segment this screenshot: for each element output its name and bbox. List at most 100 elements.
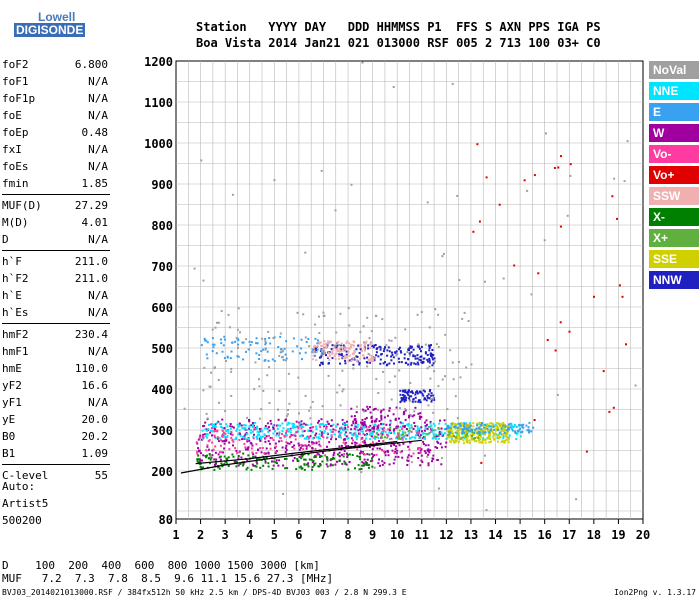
echo-point: [429, 389, 432, 391]
echo-point: [207, 428, 210, 431]
echo-point: [318, 433, 321, 436]
echo-point: [394, 419, 397, 421]
param-row: fxI N/A: [2, 141, 110, 158]
echo-point: [361, 61, 364, 64]
echo-point: [553, 167, 556, 169]
echo-point: [408, 427, 411, 430]
echo-point: [364, 343, 367, 346]
echo-point: [416, 345, 419, 348]
echo-point: [206, 417, 209, 420]
echo-point: [410, 346, 413, 349]
echo-point: [320, 431, 323, 434]
echo-point: [296, 430, 299, 433]
echo-point: [298, 466, 301, 469]
echo-point: [197, 458, 200, 461]
param-value: N/A: [88, 109, 108, 122]
echo-point: [409, 441, 412, 444]
echo-point: [461, 317, 464, 320]
echo-point: [345, 463, 348, 466]
echo-point: [377, 433, 380, 436]
x-tick-label: 2: [197, 528, 204, 542]
echo-point: [350, 437, 353, 440]
echo-point: [234, 340, 237, 343]
echo-point: [402, 435, 405, 438]
echo-point: [300, 347, 302, 350]
echo-point: [338, 344, 341, 346]
echo-point: [528, 431, 530, 434]
echo-point: [315, 349, 318, 352]
echo-point: [479, 438, 482, 441]
echo-point: [410, 426, 413, 429]
echo-point: [301, 444, 304, 447]
echo-point: [243, 435, 246, 438]
echo-point: [318, 356, 321, 359]
echo-point: [334, 358, 337, 361]
echo-point: [458, 427, 461, 430]
echo-point: [244, 448, 247, 451]
echo-point: [279, 437, 282, 439]
echo-point: [318, 440, 321, 443]
param-row: B0 20.2: [2, 428, 110, 445]
echo-point: [404, 408, 407, 411]
echo-point: [485, 509, 488, 511]
echo-point: [520, 424, 523, 427]
echo-point: [217, 453, 220, 456]
echo-point: [625, 343, 627, 346]
echo-point: [292, 459, 295, 462]
echo-point: [406, 459, 409, 462]
echo-point: [339, 348, 342, 351]
echo-point: [441, 434, 444, 437]
echo-point: [369, 354, 372, 357]
echo-point: [366, 356, 369, 359]
echo-point: [285, 448, 288, 451]
echo-point: [342, 344, 345, 347]
echo-point: [365, 464, 368, 466]
echo-point: [354, 424, 357, 427]
param-row: hmE 110.0: [2, 360, 110, 377]
echo-point: [496, 425, 499, 428]
echo-point: [401, 436, 403, 439]
echo-point: [511, 428, 513, 431]
echo-point: [364, 424, 367, 427]
echo-point: [478, 433, 481, 436]
echo-point: [329, 340, 331, 343]
echo-point: [401, 450, 403, 453]
echo-point: [513, 425, 516, 428]
polarization-legend: NoVal NNE E W Vo- Vo+ SSW X- X+ SSE NNW: [649, 61, 699, 292]
echo-point: [401, 422, 404, 425]
echo-point: [430, 355, 432, 357]
echo-point: [373, 466, 376, 469]
echo-point: [310, 458, 313, 461]
echo-point: [443, 419, 446, 422]
echo-point: [311, 351, 314, 354]
echo-point: [380, 427, 383, 430]
x-tick-label: 18: [587, 528, 601, 542]
echo-point: [521, 430, 524, 433]
param-value: N/A: [88, 396, 108, 409]
echo-point: [336, 423, 339, 426]
echo-point: [269, 342, 272, 345]
echo-point: [500, 441, 503, 443]
echo-point: [467, 429, 470, 432]
echo-point: [523, 179, 526, 182]
echo-point: [611, 195, 614, 198]
echo-point: [250, 468, 253, 471]
echo-point: [202, 454, 205, 457]
param-value: N/A: [88, 306, 108, 319]
echo-point: [309, 426, 312, 429]
echo-point: [420, 345, 423, 348]
echo-point: [397, 436, 400, 439]
echo-point: [335, 331, 338, 334]
y-tick-label: 900: [151, 178, 173, 192]
echo-point: [444, 375, 446, 378]
echo-point: [213, 423, 215, 426]
echo-point: [449, 349, 452, 352]
echo-point: [492, 425, 495, 428]
echo-point: [532, 426, 535, 429]
echo-point: [218, 437, 221, 440]
echo-point: [453, 435, 455, 437]
echo-point: [345, 445, 348, 448]
param-value: 1.85: [81, 177, 109, 190]
echo-point: [221, 429, 224, 432]
param-row: foE N/A: [2, 107, 110, 124]
